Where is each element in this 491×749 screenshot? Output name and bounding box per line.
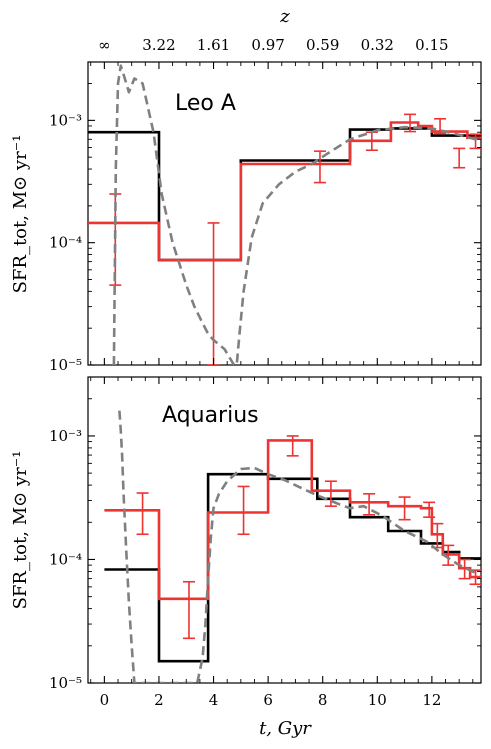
y-tick-label: 10⁻⁵ [49,674,82,692]
y-tick-label: 10⁻⁴ [49,550,82,568]
y-tick-label: 10⁻³ [49,427,82,445]
x-tick-label: 12 [422,691,441,709]
y-axis-label-top: SFR_tot, M⊙ yr⁻¹ [10,135,31,294]
panel-plot-area [88,64,481,365]
top-tick-label: 0.32 [361,36,394,54]
y-axis-label-bottom: SFR_tot, M⊙ yr⁻¹ [10,451,31,610]
top-tick-label: 1.61 [197,36,230,54]
model-sfr-dashed-line [112,64,481,365]
panel-leo-a: Leo A 10⁻⁵ 10⁻⁴ 10⁻³ [49,61,482,374]
panel-plot-area [104,410,481,683]
panel-label-aquarius: Aquarius [162,403,259,428]
x-tick-label: 2 [154,691,164,709]
top-tick-label: 3.22 [142,36,175,54]
y-tick-label: 10⁻³ [49,111,82,129]
top-axis-title: z [279,6,290,27]
panel-frame [87,61,482,366]
x-tick-label: 10 [368,691,387,709]
x-axis-label: t, Gyr [259,718,312,739]
x-tick-label: 0 [100,691,110,709]
sfh-step-red [104,439,481,601]
sfh-step-black [88,127,481,262]
panel-label-leo-a: Leo A [175,91,236,116]
panel-frame [87,376,482,684]
top-tick-label: 0.59 [306,36,339,54]
x-tick-label: 4 [209,691,219,709]
x-tick-label: 6 [263,691,273,709]
sfh-step-red [88,121,481,262]
y-tick-label: 10⁻⁵ [49,356,82,374]
top-tick-label: ∞ [98,36,111,54]
panel-aquarius: Aquarius 10⁻⁵ 10⁻⁴ 10⁻³ [49,376,482,692]
y-tick-label: 10⁻⁴ [49,234,82,252]
top-tick-label: 0.97 [251,36,284,54]
model-sfr-dashed-line [118,410,477,683]
top-tick-label: 0.15 [415,36,448,54]
x-tick-label: 8 [318,691,328,709]
top-redshift-axis: z ∞ 3.22 1.61 0.97 0.59 0.32 0.15 [98,6,448,54]
